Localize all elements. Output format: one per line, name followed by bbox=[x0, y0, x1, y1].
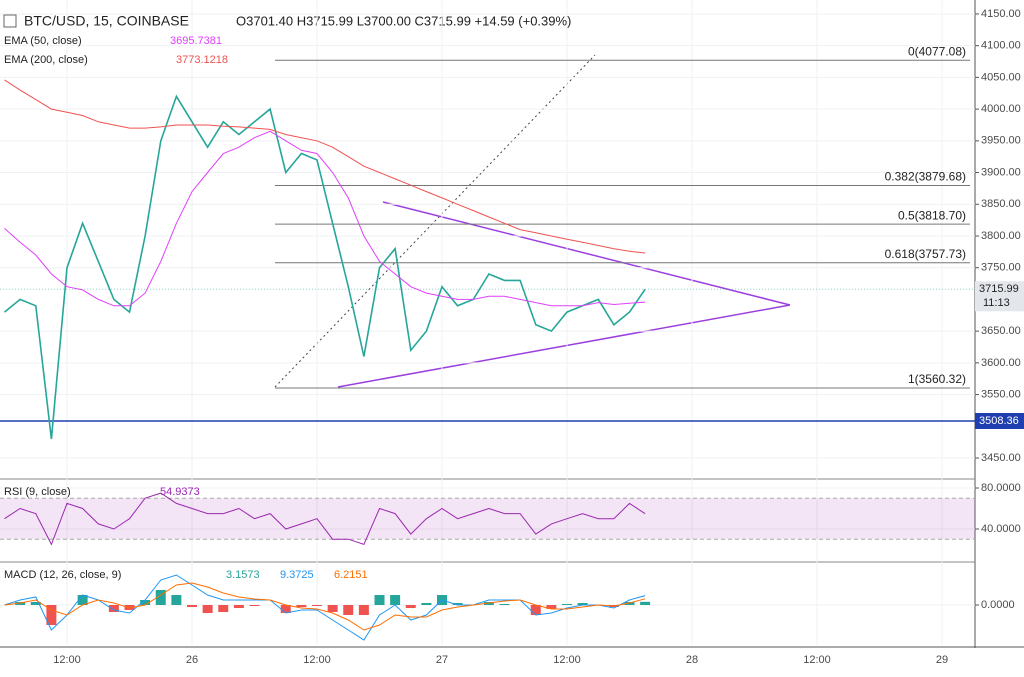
legend-name: EMA (200, close) bbox=[4, 54, 88, 66]
histogram-bar bbox=[187, 605, 197, 607]
y-tick-label: 3800.00 bbox=[981, 230, 1021, 242]
triangle-upper bbox=[382, 201, 791, 306]
x-tick-label: 12:00 bbox=[303, 654, 331, 666]
y-tick-label: 4000.00 bbox=[981, 103, 1021, 115]
histogram-bar bbox=[202, 605, 213, 613]
histogram-bar bbox=[546, 605, 557, 609]
y-tick-label: 40.0000 bbox=[981, 523, 1021, 535]
x-tick-label: 27 bbox=[436, 654, 448, 666]
y-tick-label: 3550.00 bbox=[981, 388, 1021, 400]
y-tick-label: 3900.00 bbox=[981, 166, 1021, 178]
histogram-bar bbox=[46, 605, 57, 625]
legend-value: 54.9373 bbox=[160, 486, 200, 498]
countdown-label: 11:13 bbox=[983, 297, 1010, 309]
y-tick-label: 3850.00 bbox=[981, 198, 1021, 210]
x-tick-label: 12:00 bbox=[553, 654, 581, 666]
histogram-bar bbox=[155, 590, 166, 605]
histogram-bar bbox=[296, 605, 307, 607]
series-line bbox=[3, 94, 646, 440]
legend-value: 3773.1218 bbox=[176, 54, 228, 66]
fib-label: 0.5(3818.70) bbox=[898, 208, 966, 222]
histogram-bar bbox=[562, 604, 572, 605]
histogram-bar bbox=[77, 595, 88, 605]
fib-label: 0.382(3879.68) bbox=[885, 170, 966, 184]
legend-value: 3.1573 bbox=[226, 569, 260, 581]
ohlc-readout: O3701.40 H3715.99 L3700.00 C3715.99 +14.… bbox=[236, 13, 571, 28]
histogram-bar bbox=[280, 605, 291, 613]
y-tick-label: 4150.00 bbox=[981, 8, 1021, 20]
legend-value: 9.3725 bbox=[280, 569, 314, 581]
histogram-bar bbox=[140, 600, 151, 605]
histogram-bar bbox=[233, 605, 244, 608]
triangle-lower bbox=[337, 304, 791, 388]
collapse-icon[interactable] bbox=[3, 14, 17, 28]
support-label-box bbox=[975, 412, 1024, 429]
series-line bbox=[4, 130, 646, 307]
histogram-bar bbox=[30, 602, 41, 605]
legend-value: 3695.7381 bbox=[170, 35, 222, 47]
pane-title: MACD (12, 26, close, 9) bbox=[4, 569, 121, 581]
last-price-label: 3715.99 bbox=[979, 283, 1019, 295]
y-tick-label: 3750.00 bbox=[981, 262, 1021, 274]
pane-title: RSI (9, close) bbox=[4, 486, 71, 498]
y-tick-label: 4050.00 bbox=[981, 71, 1021, 83]
y-tick-label: 4100.00 bbox=[981, 40, 1021, 52]
y-tick-label: 3650.00 bbox=[981, 325, 1021, 337]
x-tick-label: 26 bbox=[186, 654, 198, 666]
y-tick-label: 3950.00 bbox=[981, 135, 1021, 147]
histogram-bar bbox=[577, 603, 588, 605]
histogram-bar bbox=[343, 605, 354, 615]
x-tick-label: 28 bbox=[686, 654, 698, 666]
histogram-bar bbox=[421, 603, 432, 605]
histogram-bar bbox=[499, 604, 510, 605]
histogram-bar bbox=[171, 595, 182, 605]
y-tick-label: 80.0000 bbox=[981, 482, 1021, 494]
fib-label: 1(3560.32) bbox=[908, 372, 966, 386]
histogram-bar bbox=[530, 605, 541, 615]
series-line bbox=[4, 574, 646, 641]
series-line bbox=[4, 492, 646, 546]
x-tick-label: 12:00 bbox=[53, 654, 81, 666]
histogram-bar bbox=[390, 595, 401, 605]
legend-name: EMA (50, close) bbox=[4, 35, 82, 47]
last-price-box bbox=[975, 281, 1024, 312]
series-line bbox=[4, 79, 646, 254]
histogram-bar bbox=[358, 605, 369, 615]
x-tick-label: 12:00 bbox=[803, 654, 831, 666]
histogram-bar bbox=[452, 603, 463, 605]
series-line bbox=[4, 582, 646, 631]
histogram-bar bbox=[108, 605, 119, 612]
symbol-title: BTC/USD, 15, COINBASE bbox=[24, 13, 189, 29]
support-label: 3508.36 bbox=[979, 415, 1019, 427]
histogram-bar bbox=[327, 605, 338, 612]
histogram-bar bbox=[640, 601, 651, 605]
histogram-bar bbox=[374, 595, 385, 605]
y-tick-label: 0.0000 bbox=[981, 599, 1015, 611]
fib-label: 0(4077.08) bbox=[908, 44, 966, 58]
rsi-band bbox=[0, 498, 975, 540]
x-tick-label: 29 bbox=[936, 654, 948, 666]
y-tick-label: 3450.00 bbox=[981, 452, 1021, 464]
histogram-bar bbox=[312, 605, 322, 606]
fib-label: 0.618(3757.73) bbox=[885, 247, 966, 261]
y-tick-label: 3600.00 bbox=[981, 357, 1021, 369]
trend-line bbox=[274, 54, 596, 388]
histogram-bar bbox=[405, 605, 416, 608]
legend-value: 6.2151 bbox=[334, 569, 368, 581]
histogram-bar bbox=[218, 605, 229, 612]
histogram-bar bbox=[249, 605, 260, 606]
